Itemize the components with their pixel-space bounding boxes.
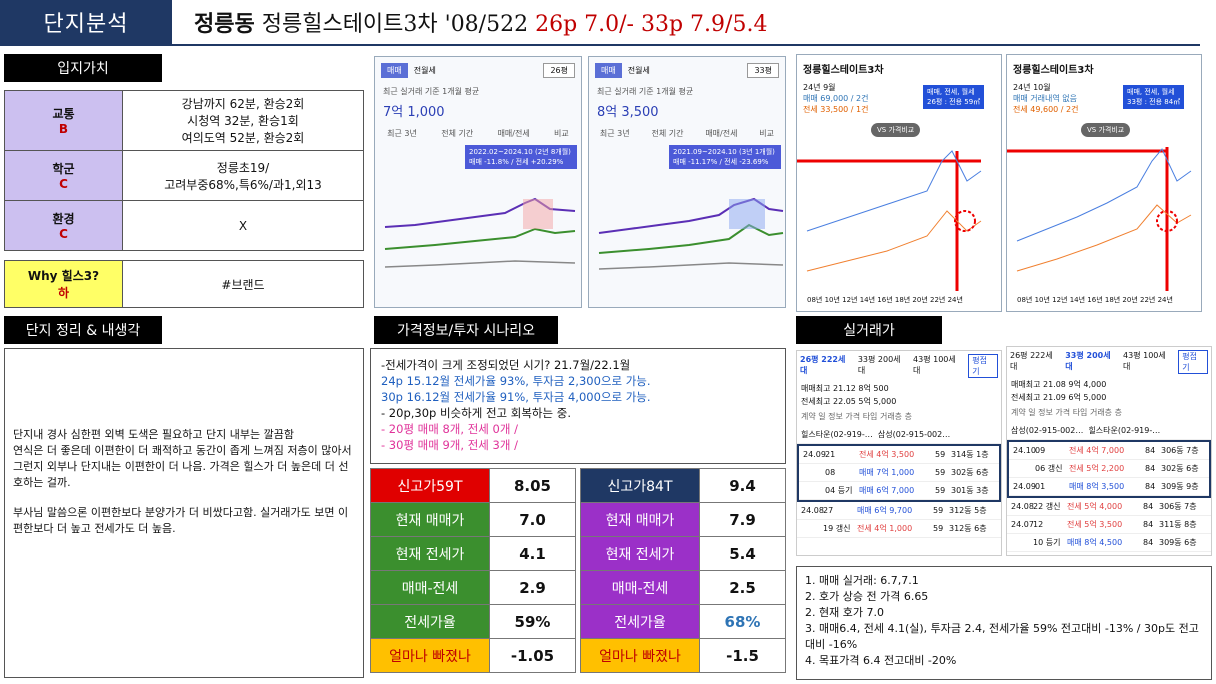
- scenario-box: -전세가격이 크게 조정되었던 시기? 21.7월/22.1월 24p 15.1…: [370, 348, 786, 464]
- divider: [0, 44, 1200, 46]
- chart-shot-26: 매매 전월세 26평 최근 실거래 기준 1개월 평균 7억 1,000 최근 3년…: [374, 56, 582, 308]
- chart-shot-33: 매매 전월세 33평 최근 실거래 기준 1개월 평균 8억 3,500 최근 3년…: [588, 56, 786, 308]
- metrics-59: 신고가59T 8.05 현재 매매가 7.0 현재 전세가 4.1 매매-전세 2.9 …: [370, 468, 576, 673]
- collapse-button[interactable]: 평접기: [968, 354, 998, 378]
- deals-26: 26평 222세대 33평 200세대 43평 100세대 평접기 매매최고 21.1…: [796, 350, 1002, 556]
- notes-box: 단지내 경사 심한편 외벽 도색은 필요하고 단지 내부는 깔끔함 연식은 더 …: [4, 348, 364, 678]
- summary-header: 단지 정리 & 내생각: [4, 316, 162, 344]
- deals-header: 실거래가: [796, 316, 942, 344]
- line-chart-26: [384, 197, 576, 268]
- trend-chart-33: [1007, 147, 1192, 291]
- conclusion-box: 1. 매매 실거래: 6.7,7.1 2. 호가 상승 전 가격 6.65 2.…: [796, 566, 1212, 680]
- location-table: 교통 B 강남까지 62분, 환승2회 시청역 32분, 환승1회 여의도역 52분, …: [4, 90, 364, 251]
- trend-chart-26: [797, 150, 982, 291]
- size-select[interactable]: 33평: [747, 63, 779, 78]
- size-select[interactable]: 26평: [543, 63, 575, 78]
- page-title: 정릉동 정릉힐스테이트3차 '08/522 26p 7.0/- 33p 7.9/…: [194, 12, 768, 37]
- scenario-header: 가격정보/투자 시나리오: [374, 316, 558, 344]
- traffic-label: 교통 B: [4, 90, 123, 151]
- deals-33: 26평 222세대 33평 200세대 43평 100세대 평접기 매매최고 21.0…: [1006, 346, 1212, 556]
- trend-shot-33: 정릉힐스테이트3차 24년 10월 매매 거래내역 없음 전세 49,600 /…: [1006, 54, 1202, 312]
- school-label: 학군 C: [4, 150, 123, 201]
- trend-shot-26: 정릉힐스테이트3차 24년 9월 매매 69,000 / 2건 전세 33,50…: [796, 54, 1002, 312]
- line-chart-33: [598, 197, 784, 270]
- location-header: 입지가치: [4, 54, 162, 82]
- section-badge: 단지분석: [0, 0, 172, 44]
- why-table: Why 힐스3? 하 #브랜드: [4, 260, 364, 308]
- environment-label: 환경 C: [4, 200, 123, 251]
- collapse-button[interactable]: 평접기: [1178, 350, 1208, 374]
- metrics-84: 신고가84T 9.4 현재 매매가 7.9 현재 전세가 5.4 매매-전세 2.5 전…: [580, 468, 786, 673]
